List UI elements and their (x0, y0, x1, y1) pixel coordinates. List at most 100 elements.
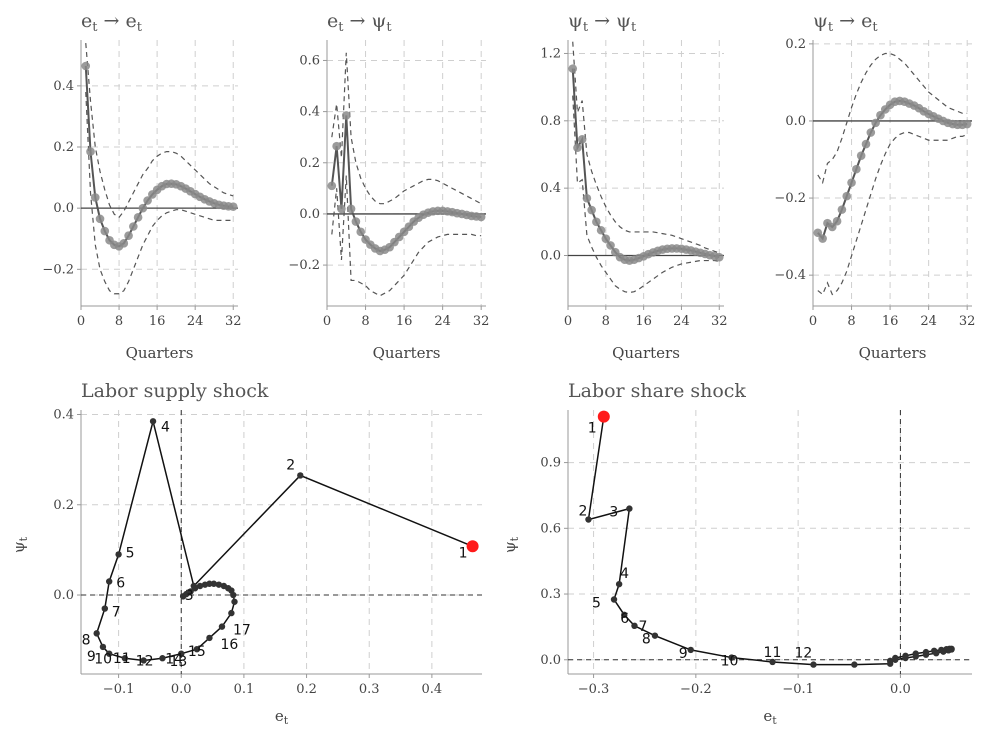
response-point (476, 212, 486, 222)
response-point (143, 196, 152, 205)
response-point (596, 225, 606, 235)
x-tick-label: −0.1 (782, 682, 814, 697)
lower-band-line (817, 131, 968, 296)
phase-point (196, 582, 204, 590)
x-axis-label: Quarters (373, 344, 441, 362)
point-label: 10 (721, 654, 739, 670)
phase-point (115, 551, 122, 558)
x-tick-label: −0.3 (578, 682, 610, 697)
phase-point (210, 580, 218, 587)
phase-point (220, 582, 228, 590)
response-point (568, 64, 578, 73)
response-point (818, 234, 827, 243)
panel-2: 0 8 16 24 32 −0.2 0.0 0.2 0.4 0.6 et → ψt Quarters (288, 10, 489, 362)
point-label: 5 (126, 545, 135, 561)
upper-band-line (331, 52, 482, 205)
x-tick-label: 32 (473, 314, 490, 329)
x-tick-label: 0.0 (171, 682, 192, 697)
x-tick-label: 0 (809, 314, 817, 329)
response-point (606, 241, 615, 250)
phase-point (892, 656, 899, 663)
phase-point (206, 634, 213, 642)
phase-point (231, 598, 238, 605)
phase-point (585, 516, 592, 523)
phase-point (193, 645, 201, 653)
x-tick-label: 0 (323, 314, 331, 329)
point-label: 7 (112, 605, 121, 621)
y-tick-label: 0.3 (540, 587, 561, 602)
lower-band-line (331, 175, 482, 297)
phase-point (886, 657, 894, 665)
phase-point (940, 648, 947, 655)
response-point (827, 222, 837, 232)
y-tick-label: −0.2 (288, 258, 320, 273)
phase-point (297, 472, 304, 479)
x-tick-label: 16 (635, 314, 652, 329)
point-label: 12 (794, 646, 812, 662)
response-point (95, 214, 105, 224)
response-point (337, 204, 346, 214)
point-label: 7 (638, 619, 647, 635)
response-point (81, 61, 91, 71)
response-point (587, 205, 596, 215)
phase-point (810, 661, 817, 668)
x-tick-label: 16 (882, 314, 899, 329)
point-label: 2 (286, 457, 295, 473)
point-label: 3 (609, 505, 618, 521)
y-tick-label: 0.0 (785, 114, 806, 129)
x-tick-label: 24 (434, 314, 451, 329)
y-tick-label: 0.6 (540, 521, 561, 536)
phase-point (215, 581, 223, 588)
x-tick-label: 32 (959, 314, 976, 329)
y-tick-label: 0.2 (299, 156, 320, 171)
y-tick-label: 0.4 (540, 181, 561, 196)
x-axis-label: Quarters (859, 344, 927, 362)
phase-point (228, 609, 235, 617)
response-point (228, 202, 238, 211)
y-tick-label: 0.0 (540, 653, 561, 668)
point-label: 15 (188, 644, 206, 660)
start-point-marker (597, 410, 610, 423)
response-point (577, 135, 587, 144)
x-tick-label: 32 (225, 314, 242, 329)
panel-3: 0 8 16 24 32 0.0 0.4 0.8 1.2 ψt → ψt Quarters (540, 10, 727, 362)
x-tick-label: 0.0 (890, 682, 911, 697)
y-tick-label: 0.0 (53, 201, 74, 216)
response-point (124, 231, 133, 240)
phase-point (621, 611, 628, 619)
point-label: 4 (620, 566, 629, 582)
response-point (856, 151, 866, 160)
response-point (861, 139, 871, 149)
phase-point (631, 622, 638, 630)
y-tick-label: 0.4 (299, 105, 320, 120)
response-point (119, 239, 129, 248)
phase-point (121, 655, 129, 662)
response-point (876, 110, 885, 120)
point-label: 6 (116, 575, 125, 591)
phase-point (851, 661, 858, 668)
point-label: 11 (113, 651, 131, 667)
panel-5: −0.1 0.0 0.1 0.2 0.3 0.4 0.0 0.2 0.4 Labor supply… (10, 380, 482, 727)
response-point (341, 111, 351, 120)
x-tick-label: 24 (187, 314, 204, 329)
point-label: 4 (161, 419, 170, 435)
response-point (346, 204, 356, 214)
lower-band-line (572, 95, 720, 294)
y-tick-label: 0.2 (785, 37, 806, 52)
point-label: 11 (764, 645, 782, 661)
panel-title: Labor share shock (568, 380, 746, 402)
panel-6: −0.3 −0.2 −0.1 0.0 0.0 0.3 0.6 0.9 Labor share s… (501, 380, 972, 727)
upper-band-line (572, 41, 720, 254)
y-tick-label: −0.2 (42, 262, 74, 277)
phase-point (902, 654, 909, 662)
point-label: 3 (185, 588, 194, 604)
response-point (86, 147, 95, 156)
panel-title: Labor supply shock (81, 380, 269, 402)
x-tick-label: 24 (920, 314, 937, 329)
x-tick-label: 0.3 (359, 682, 380, 697)
x-axis-label: et (275, 707, 289, 727)
y-tick-label: 0.0 (299, 207, 320, 222)
panel-title: ψt → et (813, 10, 878, 35)
upper-band-line (817, 52, 968, 185)
response-point (332, 141, 341, 151)
